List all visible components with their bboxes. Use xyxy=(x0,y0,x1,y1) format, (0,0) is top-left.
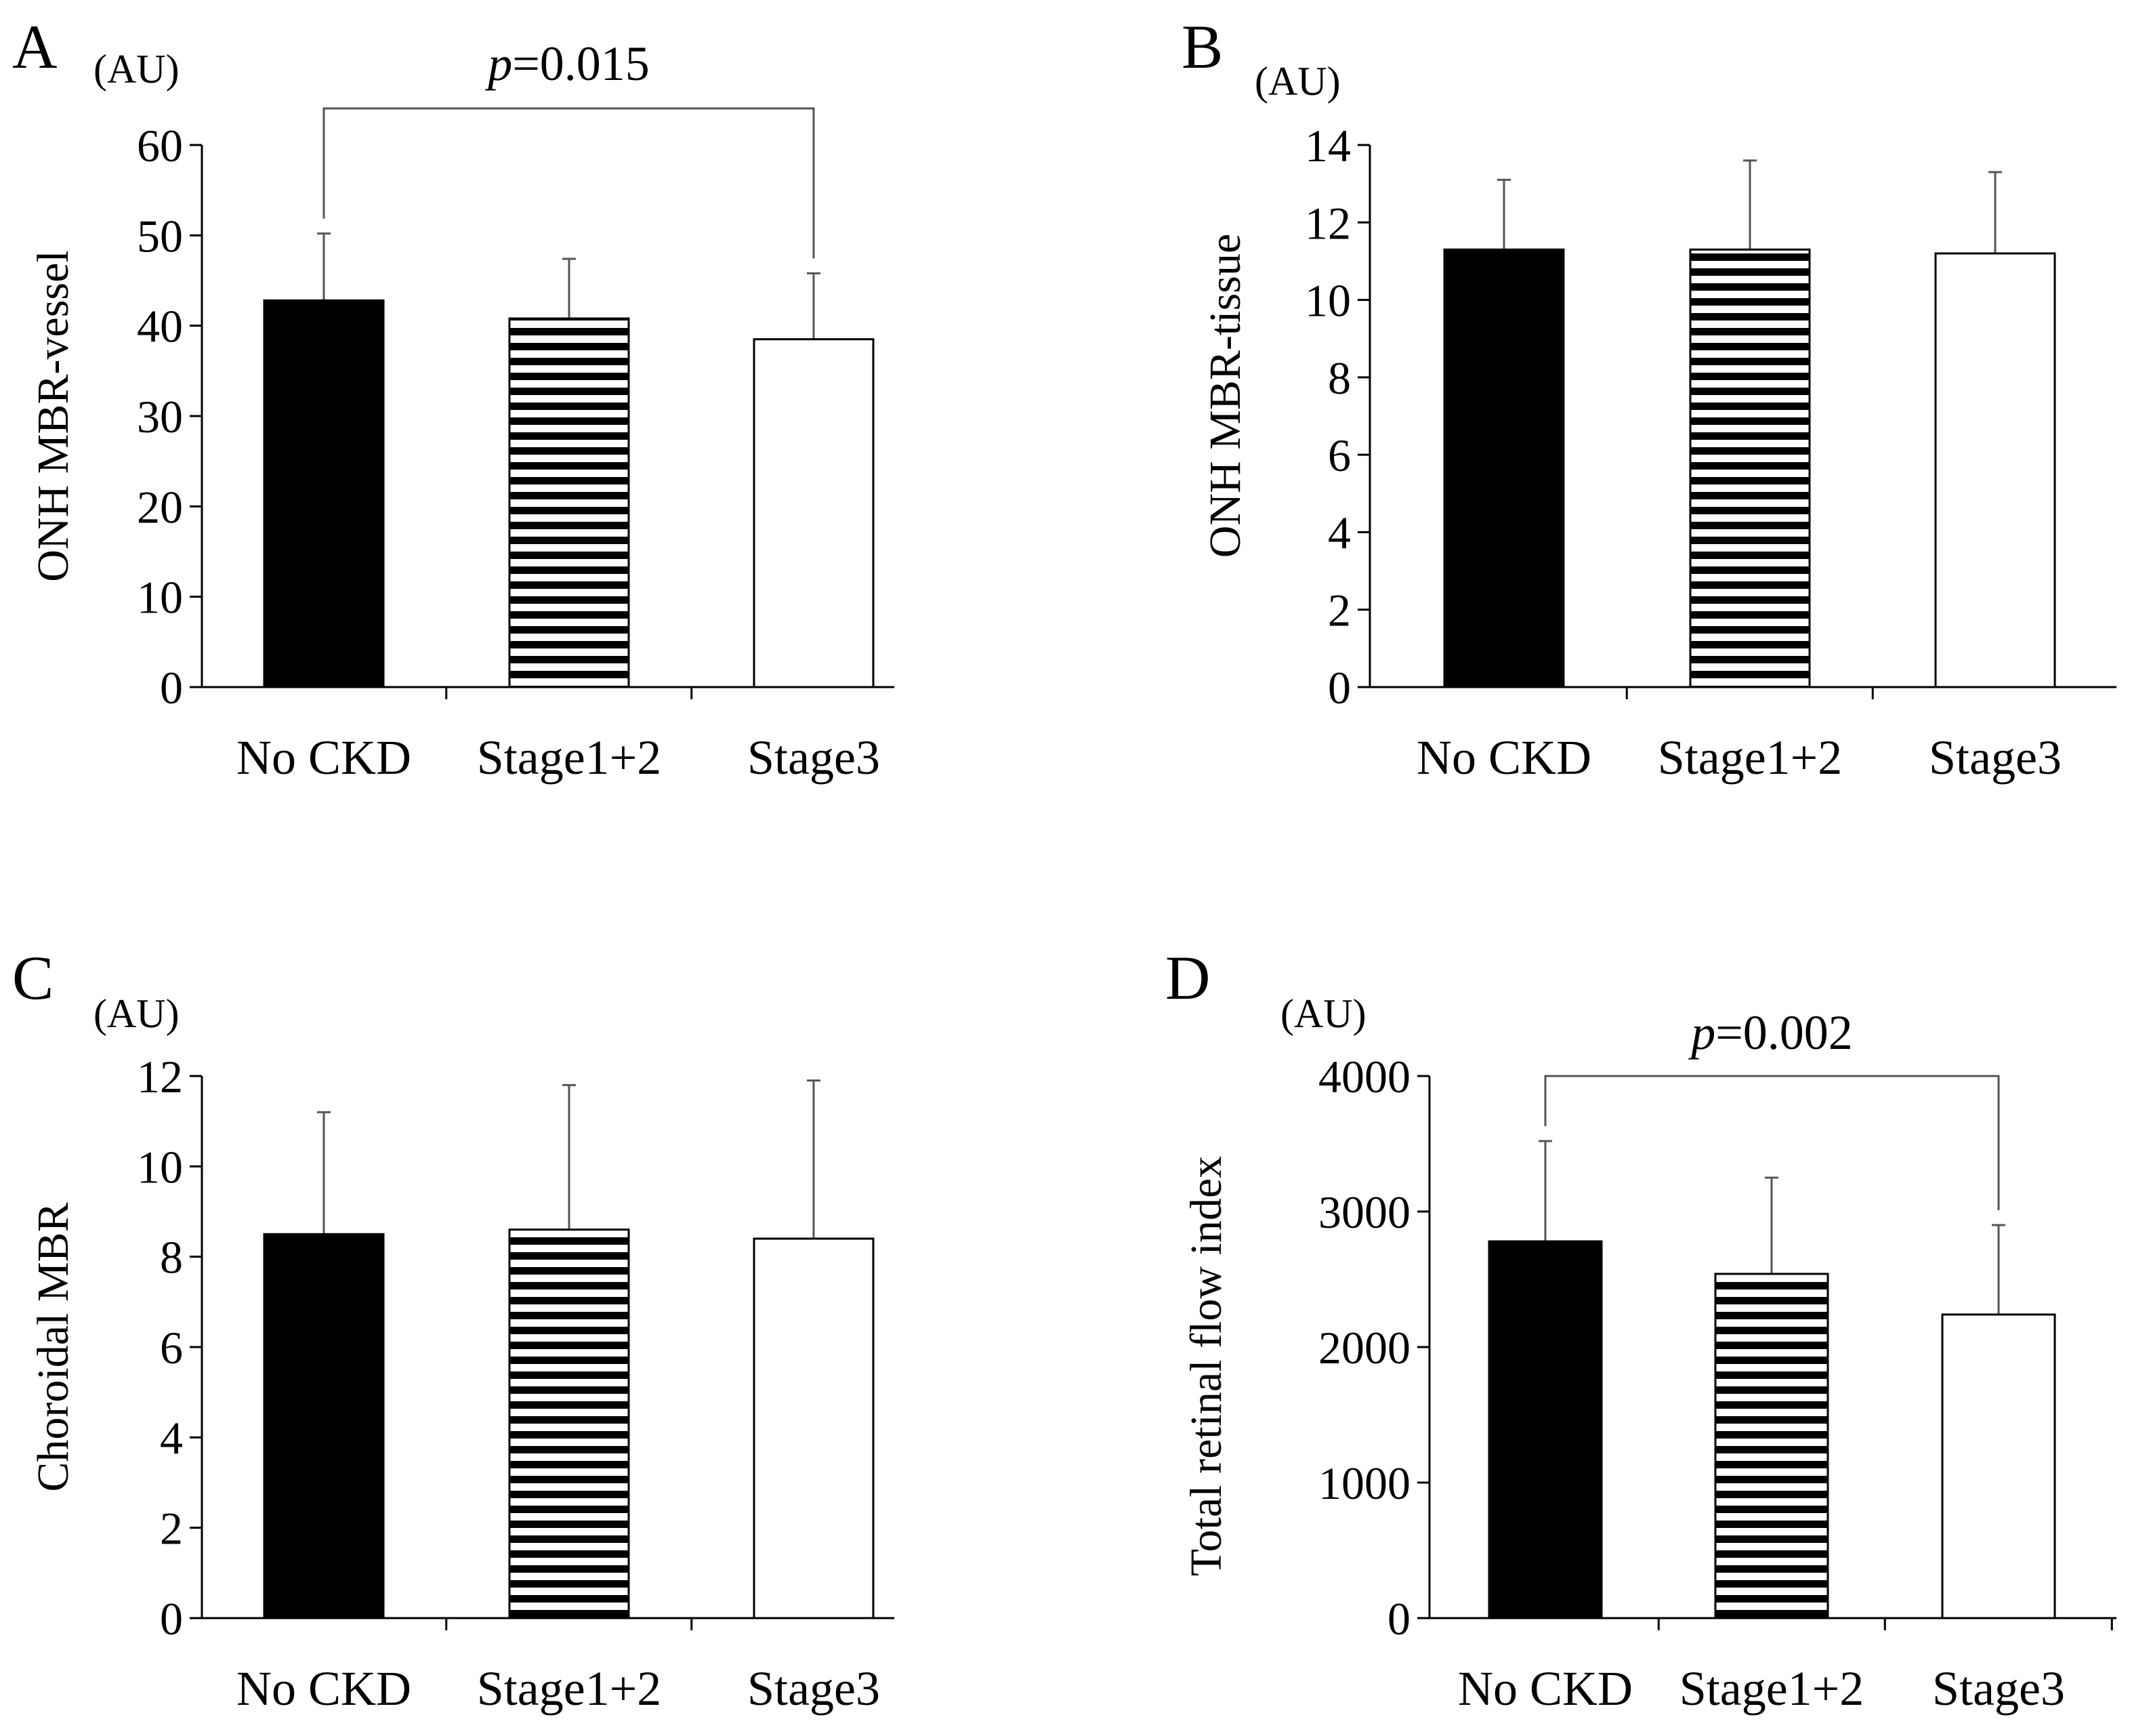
panel-letter: A xyxy=(12,12,57,81)
y-tick-label: 4 xyxy=(1328,507,1351,558)
bar-stage1-2 xyxy=(508,1228,630,1619)
panel-b: B (AU) 0 2 4 6 8 10 12 14 No CKD Stage1+2 Stage3 ONH … xyxy=(1182,12,2116,785)
y-tick-label: 2 xyxy=(160,1503,183,1554)
y-tick-label: 2 xyxy=(1328,585,1351,636)
x-category-label: Stage3 xyxy=(747,730,880,785)
bar-stage3 xyxy=(753,1237,875,1619)
y-tick-label: 0 xyxy=(160,662,183,714)
y-tick-label: 6 xyxy=(1328,430,1351,481)
bar-stage3 xyxy=(753,338,875,688)
y-tick-label: 30 xyxy=(137,391,183,442)
bar-no-ckd xyxy=(263,299,385,688)
y-axis-title: Total retinal flow index xyxy=(1182,1156,1231,1576)
y-tick-label: 14 xyxy=(1305,120,1351,171)
p-value-label: p=0.002 xyxy=(1688,1006,1853,1060)
y-tick-label: 12 xyxy=(137,1051,183,1102)
bar-stage1-2 xyxy=(508,317,630,688)
y-tick-label: 10 xyxy=(137,1141,183,1193)
x-category-label: Stage1+2 xyxy=(477,1661,662,1716)
panel-letter: B xyxy=(1182,12,1223,81)
x-category-label: No CKD xyxy=(236,1661,411,1716)
unit-label: (AU) xyxy=(1255,59,1341,104)
y-tick-label: 4 xyxy=(160,1412,183,1464)
bar-stage3 xyxy=(1934,252,2056,688)
y-tick-label: 0 xyxy=(1387,1593,1411,1645)
y-tick-label: 40 xyxy=(137,301,183,352)
x-category-label: Stage1+2 xyxy=(477,730,662,785)
x-category-label: Stage3 xyxy=(1932,1661,2065,1716)
significance-bracket xyxy=(322,107,815,259)
x-category-label: Stage1+2 xyxy=(1679,1661,1864,1716)
x-category-label: Stage1+2 xyxy=(1658,730,1843,785)
p-value: =0.002 xyxy=(1715,1006,1853,1060)
y-tick-label: 0 xyxy=(1328,662,1351,714)
p-symbol: p xyxy=(1688,1006,1715,1060)
unit-label: (AU) xyxy=(93,991,180,1036)
y-tick-label: 8 xyxy=(1328,352,1351,404)
bar-stage3 xyxy=(1941,1313,2056,1619)
y-tick-label: 60 xyxy=(137,120,183,171)
y-tick-label: 12 xyxy=(1305,197,1351,249)
panel-a: A (AU) 0 10 20 30 40 50 60 No CKD Stage1+2 Stage3 ON… xyxy=(12,12,894,785)
y-axis-title: ONH MBR-tissue xyxy=(1200,234,1250,558)
x-category-label: Stage3 xyxy=(747,1661,880,1716)
p-symbol: p xyxy=(484,37,512,91)
y-axis-title: Choroidal MBR xyxy=(28,1202,78,1491)
panel-letter: C xyxy=(12,943,54,1012)
y-tick-label: 50 xyxy=(137,210,183,262)
x-category-label: No CKD xyxy=(1417,730,1591,785)
y-tick-label: 10 xyxy=(137,572,183,623)
y-tick-label: 20 xyxy=(137,481,183,533)
y-tick-label: 4000 xyxy=(1318,1051,1411,1102)
y-tick-label: 0 xyxy=(160,1593,183,1645)
x-category-label: No CKD xyxy=(236,730,411,785)
panel-c: C (AU) 0 2 4 6 8 10 12 No CKD Stage1+2 Stage3 Choroi… xyxy=(12,943,894,1716)
x-category-label: Stage3 xyxy=(1929,730,2062,785)
bar-no-ckd xyxy=(1488,1240,1603,1619)
bar-stage1-2 xyxy=(1714,1273,1829,1619)
unit-label: (AU) xyxy=(1280,991,1366,1036)
y-tick-label: 2000 xyxy=(1318,1322,1411,1373)
bar-stage1-2 xyxy=(1689,248,1811,688)
bar-no-ckd xyxy=(263,1233,385,1619)
p-value-label: p=0.015 xyxy=(484,37,650,91)
p-value: =0.015 xyxy=(512,37,650,91)
x-category-label: No CKD xyxy=(1458,1661,1633,1716)
y-tick-label: 1000 xyxy=(1318,1458,1411,1509)
y-tick-label: 6 xyxy=(160,1322,183,1373)
y-tick-label: 10 xyxy=(1305,275,1351,327)
bar-no-ckd xyxy=(1443,248,1565,688)
y-axis-title: ONH MBR-vessel xyxy=(28,250,78,582)
y-tick-label: 3000 xyxy=(1318,1186,1411,1238)
y-tick-label: 8 xyxy=(160,1232,183,1283)
panel-d: D (AU) 0 1000 2000 3000 4000 No CKD Stage1+2 Stag… xyxy=(1165,943,2116,1716)
significance-bracket xyxy=(1544,1075,2000,1210)
panel-letter: D xyxy=(1165,943,1210,1012)
unit-label: (AU) xyxy=(93,47,180,91)
